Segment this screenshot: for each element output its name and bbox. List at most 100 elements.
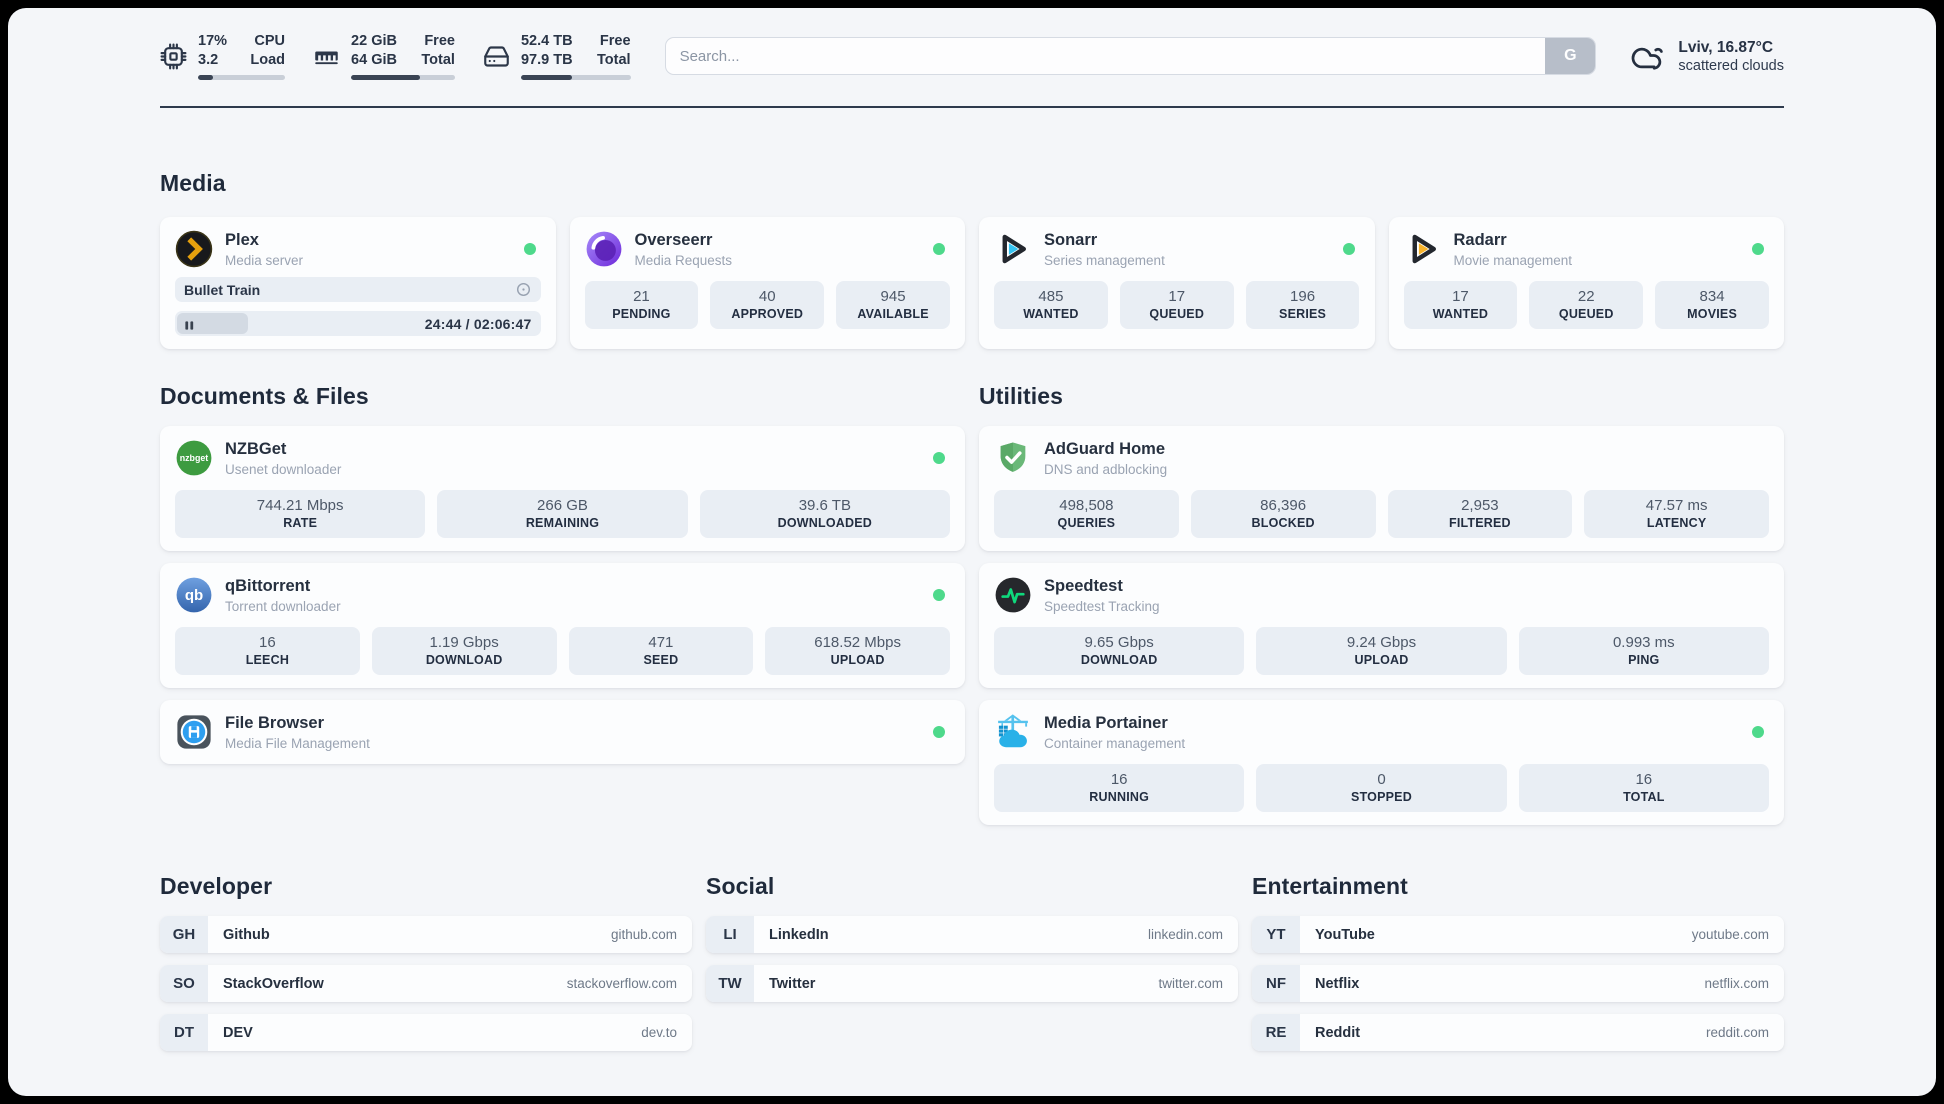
sonarr-icon — [994, 230, 1032, 268]
app-description: Movie management — [1453, 252, 1573, 268]
stat-leech: 16 LEECH — [175, 627, 360, 676]
app-name: Plex — [225, 230, 259, 249]
bookmark-abbr: TW — [706, 965, 754, 1003]
search-input[interactable] — [664, 37, 1597, 76]
cloud-icon — [1630, 41, 1666, 71]
bookmark-url: reddit.com — [1705, 1025, 1769, 1041]
app-name: Sonarr — [1044, 230, 1098, 249]
stat-downloaded: 39.6 TB DOWNLOADED — [699, 490, 950, 539]
adguard-icon — [994, 439, 1032, 477]
cpu-chip-icon — [160, 43, 187, 70]
stat-available: 945 AVAILABLE — [836, 281, 950, 330]
app-card-overseerr[interactable]: Overseerr Media Requests 21 PENDING 40 APP… — [569, 217, 965, 350]
bookmark-reddit[interactable]: RE Reddit reddit.com — [1252, 1014, 1784, 1052]
overseerr-icon — [585, 230, 623, 268]
memory-stick-icon — [313, 43, 340, 70]
bookmark-name: YouTube — [1315, 926, 1375, 943]
bookmark-abbr: LI — [706, 916, 754, 954]
bookmark-url: twitter.com — [1158, 976, 1223, 992]
weather-widget: Lviv, 16.87°C scattered clouds — [1630, 39, 1784, 74]
bookmark-twitter[interactable]: TW Twitter twitter.com — [706, 965, 1238, 1003]
app-card-sonarr[interactable]: Sonarr Series management 485 WANTED 17 QUE… — [979, 217, 1375, 350]
plex-now-playing-row: Bullet Train — [175, 277, 541, 303]
bookmark-abbr: DT — [160, 1014, 208, 1052]
bookmark-name: LinkedIn — [769, 926, 829, 943]
stat-wanted: 17 WANTED — [1403, 281, 1518, 330]
app-card-adguard[interactable]: AdGuard Home DNS and adblocking 498,508 Q… — [979, 426, 1784, 552]
bookmark-github[interactable]: GH Github github.com — [160, 916, 692, 954]
bookmark-url: linkedin.com — [1147, 927, 1223, 943]
bookmark-name: DEV — [223, 1024, 253, 1041]
radarr-icon — [1404, 230, 1442, 268]
app-description: DNS and adblocking — [1044, 461, 1168, 477]
disk-total-value: 97.9 TB — [520, 52, 573, 69]
bookmark-name: Reddit — [1315, 1024, 1361, 1041]
cpu-label: CPU — [254, 33, 286, 49]
status-online-dot — [1752, 243, 1764, 256]
stat-download: 9.65 Gbps DOWNLOAD — [994, 627, 1245, 676]
status-online-dot — [1342, 243, 1355, 256]
app-description: Media server — [225, 252, 304, 268]
bookmark-name: StackOverflow — [223, 975, 324, 992]
app-name: Overseerr — [634, 230, 713, 249]
stat-seed: 471 SEED — [568, 627, 754, 676]
plex-icon — [175, 230, 213, 268]
stat-queued: 22 QUEUED — [1529, 281, 1644, 330]
ram-total-value: 64 GiB — [351, 52, 397, 69]
stat-blocked: 86,396 BLOCKED — [1190, 490, 1376, 539]
app-card-speedtest[interactable]: Speedtest Speedtest Tracking 9.65 Gbps DO… — [979, 563, 1784, 689]
bookmark-linkedin[interactable]: LI LinkedIn linkedin.com — [706, 916, 1238, 954]
cpu-widget: 17% 3.2 CPU Load — [160, 32, 286, 81]
status-online-dot — [933, 726, 945, 739]
disk-free-label: Free — [599, 33, 631, 49]
search-engine-button[interactable]: G — [1545, 38, 1596, 75]
cpu-progress-bar — [198, 75, 286, 81]
section-title-utilities: Utilities — [979, 383, 1063, 410]
stat-rate: 744.21 Mbps RATE — [175, 490, 426, 539]
bookmark-name: Netflix — [1315, 975, 1360, 992]
section-title-media: Media — [160, 170, 226, 197]
plex-playback-progress-row: 24:44 / 02:06:47 — [175, 311, 541, 337]
app-card-portainer[interactable]: Media Portainer Container management 16 R… — [979, 700, 1784, 826]
app-description: Torrent downloader — [225, 598, 341, 614]
app-card-nzbget[interactable]: nzbget NZBGet Usenet downloader 744.21 M… — [160, 426, 965, 552]
stat-pending: 21 PENDING — [584, 281, 699, 330]
bookmark-dev[interactable]: DT DEV dev.to — [160, 1014, 692, 1052]
app-card-plex[interactable]: Plex Media server Bullet Train — [160, 217, 556, 350]
status-online-dot — [933, 452, 945, 465]
app-name: NZBGet — [225, 439, 287, 458]
cpu-usage-value: 17% — [198, 33, 228, 49]
ram-widget: 22 GiB 64 GiB Free Total — [313, 32, 455, 81]
bookmark-stackoverflow[interactable]: SO StackOverflow stackoverflow.com — [160, 965, 692, 1003]
speedtest-icon — [994, 576, 1032, 614]
app-card-qbittorrent[interactable]: qb qBittorrent Torrent downloader 16 LEEC… — [160, 563, 965, 689]
app-description: Container management — [1044, 735, 1186, 751]
status-online-dot — [933, 243, 945, 256]
bookmark-url: github.com — [610, 927, 677, 943]
app-name: Radarr — [1453, 230, 1507, 249]
bookmark-abbr: YT — [1252, 916, 1300, 954]
status-online-dot — [933, 589, 945, 602]
weather-condition: scattered clouds — [1678, 57, 1784, 74]
bookmark-abbr: SO — [160, 965, 208, 1003]
app-card-radarr[interactable]: Radarr Movie management 17 WANTED 22 QUEUE… — [1388, 217, 1784, 350]
app-description: Media Requests — [634, 252, 733, 268]
bookmark-netflix[interactable]: NF Netflix netflix.com — [1252, 965, 1784, 1003]
ram-free-label: Free — [424, 33, 455, 49]
ram-progress-bar — [351, 75, 455, 81]
ram-total-label: Total — [421, 52, 455, 69]
stat-queries: 498,508 QUERIES — [994, 490, 1179, 539]
portainer-icon — [994, 713, 1032, 751]
bookmark-name: Twitter — [769, 975, 816, 992]
weather-location-temp: Lviv, 16.87°C — [1678, 38, 1774, 56]
bookmark-abbr: NF — [1252, 965, 1300, 1003]
stat-remaining: 266 GB REMAINING — [437, 490, 688, 539]
app-name: Media Portainer — [1044, 713, 1168, 732]
bookmark-group-title-developer: Developer — [160, 873, 273, 900]
filebrowser-icon — [175, 713, 213, 751]
app-card-filebrowser[interactable]: File Browser Media File Management — [160, 700, 965, 765]
disk-free-value: 52.4 TB — [520, 33, 573, 49]
svg-text:qb: qb — [185, 587, 203, 604]
bookmark-youtube[interactable]: YT YouTube youtube.com — [1252, 916, 1784, 954]
stat-download: 1.19 Gbps DOWNLOAD — [371, 627, 557, 676]
